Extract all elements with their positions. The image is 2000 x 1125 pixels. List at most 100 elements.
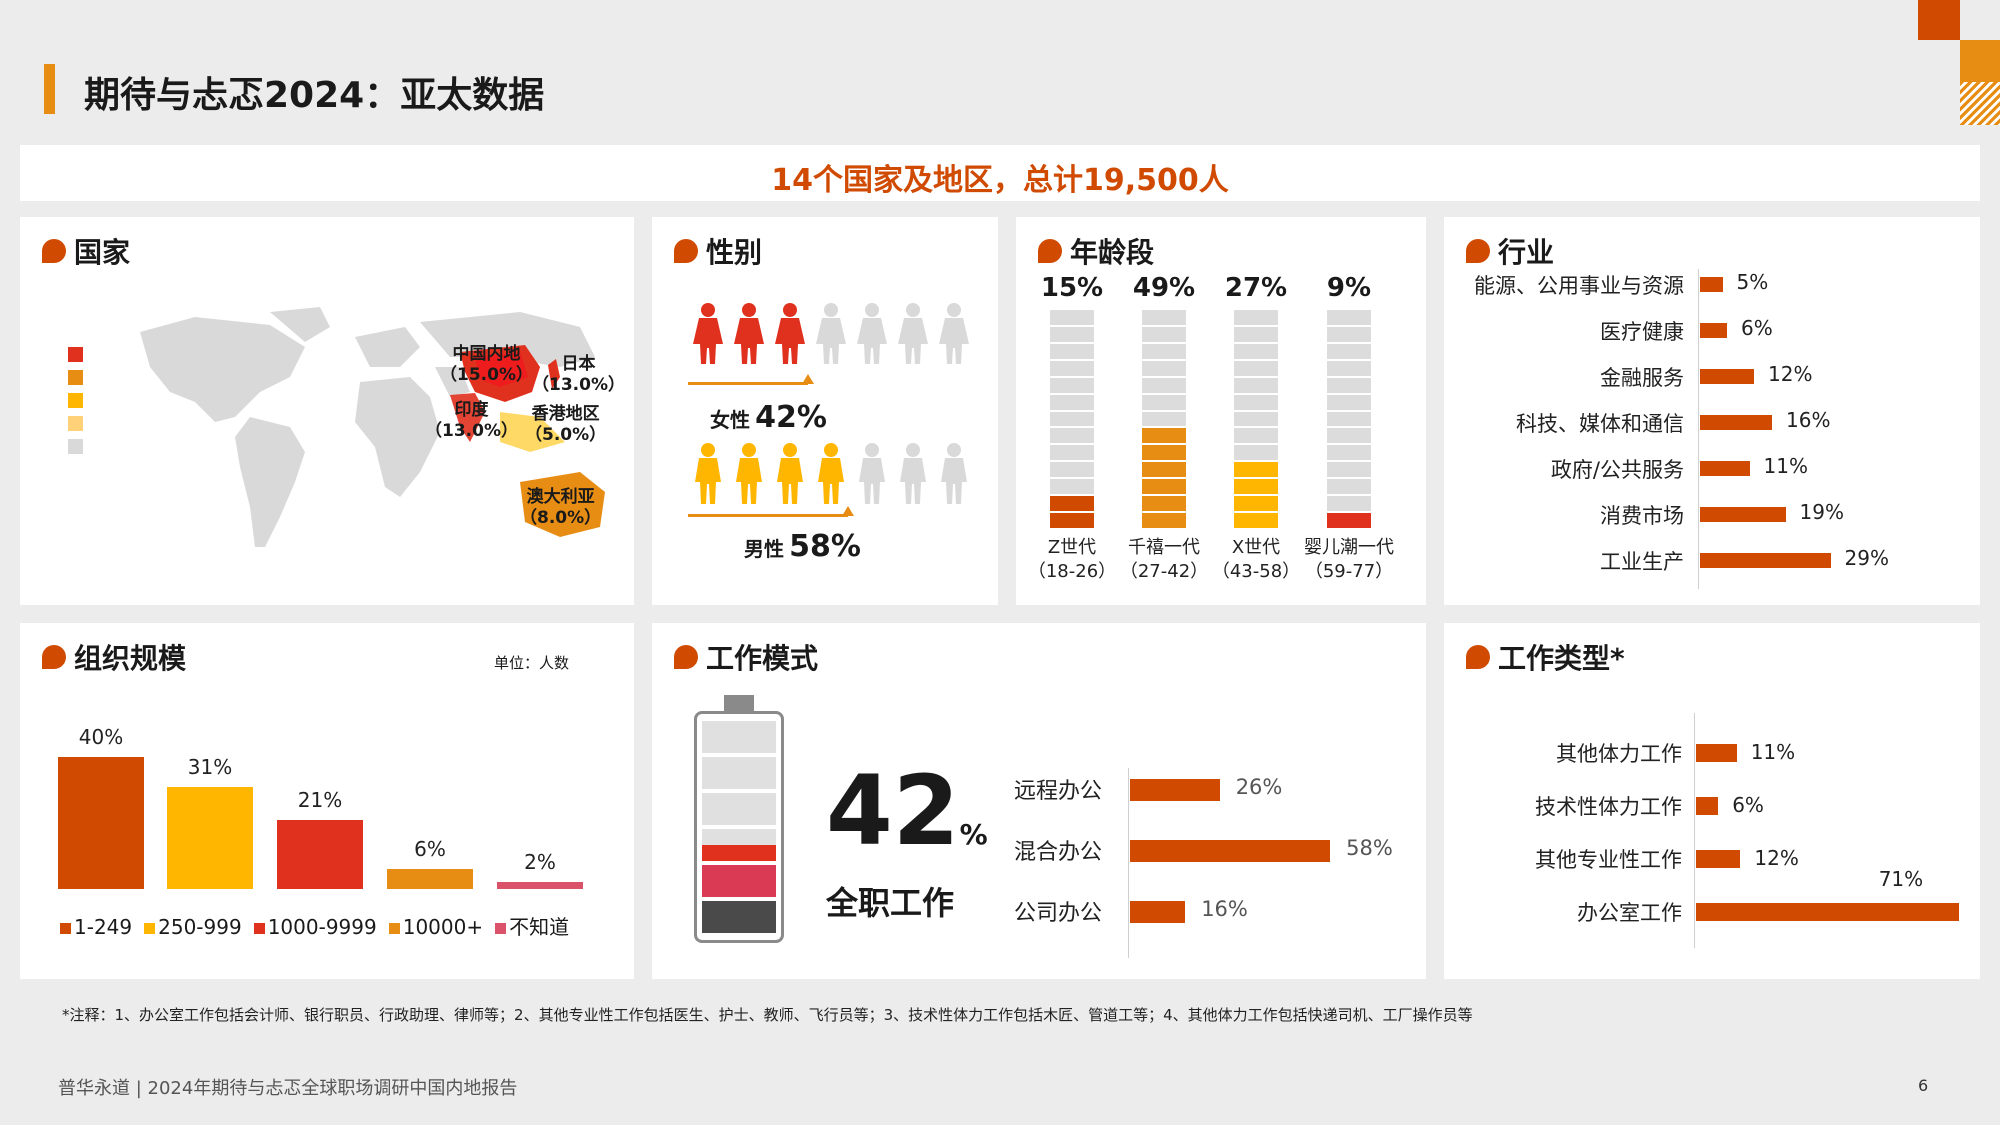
age-name: 千禧一代 [1128, 537, 1200, 558]
australia-region [520, 472, 605, 537]
female-person-icon [729, 303, 770, 370]
age-segment [1050, 462, 1094, 478]
workmode-bar [1130, 840, 1331, 862]
gender-panel: 性别 女性 42% 男性 58% [652, 217, 998, 605]
industry-label: 消费市场 [1600, 504, 1684, 528]
label-australia: 澳大利亚 （8.0%） [520, 487, 602, 528]
workmode-axis [1128, 768, 1129, 958]
industry-axis [1698, 269, 1699, 589]
age-segment [1142, 360, 1186, 376]
industry-value: 19% [1799, 500, 1844, 524]
legend-swatch [253, 923, 265, 934]
age-name: X世代 [1231, 537, 1281, 558]
age-segment [1327, 513, 1371, 528]
worktype-label: 办公室工作 [1577, 901, 1682, 925]
female-underline [688, 382, 808, 385]
legend-label: 不知道 [509, 915, 570, 939]
industry-title: 行业 [1466, 231, 1554, 271]
industry-value: 11% [1763, 454, 1808, 478]
age-range: （43-58） [1211, 561, 1301, 582]
age-segment [1327, 411, 1371, 427]
org-title: 组织规模 [42, 637, 186, 677]
legend-label: 1000-9999 [267, 915, 377, 939]
age-pct: 27% [1224, 273, 1288, 303]
banner-text: 14个国家及地区，总计19,500人 [771, 163, 1229, 198]
worktype-value: 6% [1732, 793, 1764, 817]
age-segment [1234, 360, 1278, 376]
bullet-icon [1466, 645, 1490, 669]
age-segment [1327, 394, 1371, 410]
male-person-icon [688, 443, 729, 510]
org-value: 21% [297, 787, 343, 812]
legend-label: 250-999 [158, 915, 242, 939]
legend-label: 10000+ [402, 915, 484, 939]
age-segment [1050, 513, 1094, 528]
workmode-value: 26% [1235, 775, 1283, 799]
worktype-label: 其他体力工作 [1556, 742, 1682, 766]
org-value: 2% [524, 850, 556, 875]
worktype-bar [1696, 903, 1959, 921]
age-segment [1142, 394, 1186, 410]
industry-value: 6% [1741, 316, 1773, 340]
industry-value: 5% [1736, 270, 1769, 294]
age-segment [1327, 377, 1371, 393]
age-segment [1234, 394, 1278, 410]
bullet-icon [42, 645, 66, 669]
bullet-icon [42, 239, 66, 263]
org-bar [277, 819, 363, 889]
age-segment [1050, 377, 1094, 393]
org-value: 6% [414, 837, 446, 862]
age-segment [1142, 343, 1186, 359]
bullet-icon [674, 239, 698, 263]
japan-region [548, 359, 560, 389]
workmode-value: 16% [1201, 897, 1248, 921]
age-segment [1234, 310, 1278, 325]
world-map [68, 307, 605, 547]
age-segment [1142, 445, 1186, 461]
age-segment [1142, 377, 1186, 393]
male-value: 58% [789, 529, 861, 564]
female-stat: 女性 42% [710, 400, 827, 435]
legend-label: 1-249 [74, 915, 133, 939]
label-india: 印度 （13.0%） [425, 400, 518, 441]
page-title: 期待与忐忑2024：亚太数据 [84, 75, 545, 116]
age-segment [1142, 310, 1186, 325]
industry-bar [1700, 323, 1727, 338]
age-segment [1327, 445, 1371, 461]
worktype-label: 技术性体力工作 [1535, 795, 1682, 819]
fulltime-label: 全职工作 [826, 884, 955, 922]
industry-value: 29% [1844, 546, 1889, 570]
org-chart: 40% 31% 21% 6% 2% [20, 623, 634, 979]
age-segment [1234, 343, 1278, 359]
india-region [450, 393, 485, 442]
industry-value: 12% [1768, 362, 1813, 386]
gender-title: 性别 [674, 231, 762, 271]
industry-bar [1700, 461, 1750, 476]
china-region-core [475, 352, 528, 387]
age-pct: 49% [1132, 273, 1196, 303]
industry-label: 政府/公共服务 [1550, 458, 1684, 482]
org-value: 40% [78, 725, 124, 749]
female-label: 女性 [710, 408, 750, 432]
industry-bar [1700, 277, 1723, 292]
age-segment [1050, 343, 1094, 359]
age-pct: 15% [1040, 273, 1104, 303]
label-hk: 香港地区 （5.0%） [525, 404, 607, 445]
male-person-icon [934, 443, 975, 510]
workmode-chart: 远程办公 26% 混合办公 58% 公司办公 16% [652, 623, 1426, 979]
age-segment [1142, 479, 1186, 495]
age-segment [1050, 326, 1094, 342]
workmode-panel: 工作模式 42% 全职工作 远程办公 26% 混合办公 58% 公司办公 16% [652, 623, 1426, 979]
age-segment [1050, 496, 1094, 512]
fulltime-number: 42% [826, 755, 988, 867]
age-name: Z世代 [1047, 537, 1097, 558]
male-label: 男性 [744, 537, 784, 561]
age-segment [1327, 428, 1371, 444]
workmode-bar [1130, 779, 1220, 801]
org-legend-item: 10000+ [388, 915, 484, 939]
age-segment [1142, 326, 1186, 342]
org-legend-item: 不知道 [495, 915, 569, 939]
female-value: 42% [755, 400, 827, 435]
industry-label: 医疗健康 [1600, 320, 1684, 344]
age-segment [1327, 479, 1371, 495]
